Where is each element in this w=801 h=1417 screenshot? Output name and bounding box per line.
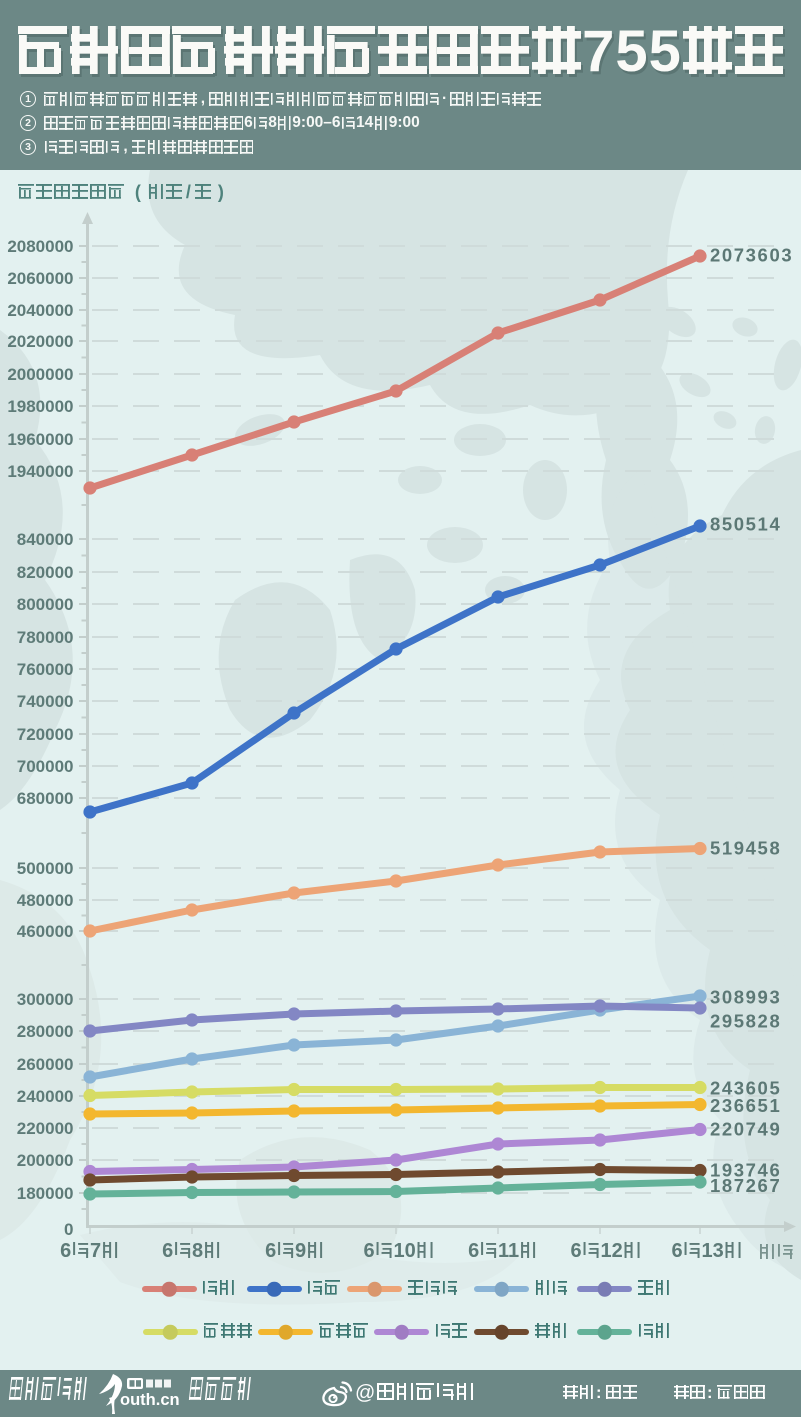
svg-text:2000000: 2000000 xyxy=(7,365,73,384)
svg-text:500000: 500000 xyxy=(17,859,74,878)
svg-text:200000: 200000 xyxy=(17,1151,74,1170)
svg-text:260000: 260000 xyxy=(17,1055,74,1074)
svg-text:720000: 720000 xyxy=(17,725,74,744)
svg-text:240000: 240000 xyxy=(17,1087,74,1106)
svg-text:243605: 243605 xyxy=(710,1078,781,1099)
svg-text:1980000: 1980000 xyxy=(7,397,73,416)
svg-text:220749: 220749 xyxy=(710,1119,781,1140)
svg-text:519458: 519458 xyxy=(710,838,781,859)
svg-text:295828: 295828 xyxy=(710,1011,781,1032)
svg-text:2020000: 2020000 xyxy=(7,332,73,351)
svg-text:236651: 236651 xyxy=(710,1095,781,1116)
svg-text:740000: 740000 xyxy=(17,692,74,711)
svg-text:308993: 308993 xyxy=(710,987,781,1008)
svg-text:800000: 800000 xyxy=(17,595,74,614)
svg-text:2080000: 2080000 xyxy=(7,237,73,256)
svg-text:2073603: 2073603 xyxy=(710,245,793,266)
svg-text:193746: 193746 xyxy=(710,1160,781,1181)
svg-text:300000: 300000 xyxy=(17,990,74,1009)
svg-text:680000: 680000 xyxy=(17,789,74,808)
svg-text:780000: 780000 xyxy=(17,628,74,647)
svg-text:187267: 187267 xyxy=(710,1175,781,1196)
svg-text:1940000: 1940000 xyxy=(7,462,73,481)
svg-text:820000: 820000 xyxy=(17,563,74,582)
svg-text:840000: 840000 xyxy=(17,530,74,549)
svg-text:180000: 180000 xyxy=(17,1184,74,1203)
svg-text:1960000: 1960000 xyxy=(7,430,73,449)
svg-text:480000: 480000 xyxy=(17,891,74,910)
svg-text:850514: 850514 xyxy=(710,514,781,535)
svg-text:2060000: 2060000 xyxy=(7,269,73,288)
svg-text:280000: 280000 xyxy=(17,1022,74,1041)
svg-text:700000: 700000 xyxy=(17,757,74,776)
svg-text:0: 0 xyxy=(64,1220,73,1239)
svg-text:2040000: 2040000 xyxy=(7,301,73,320)
svg-text:220000: 220000 xyxy=(17,1119,74,1138)
svg-text:460000: 460000 xyxy=(17,922,74,941)
svg-text:760000: 760000 xyxy=(17,660,74,679)
svg-text:outh.cn: outh.cn xyxy=(120,1391,179,1409)
